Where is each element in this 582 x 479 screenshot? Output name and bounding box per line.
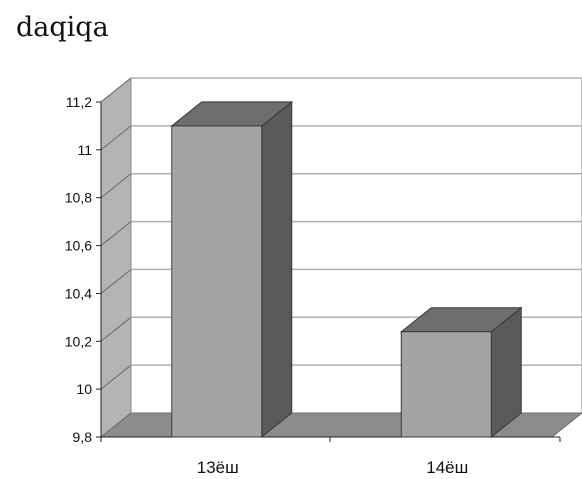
side-gridline — [100, 173, 132, 199]
y-tick-label: 10,6 — [65, 238, 92, 254]
side-gridline — [100, 269, 132, 294]
y-tick-label: 9,8 — [73, 429, 93, 445]
side-gridline — [100, 316, 132, 342]
bar — [171, 125, 263, 438]
y-tick-label: 10,4 — [65, 285, 92, 301]
x-tick-label: 14ёш — [426, 458, 468, 477]
y-tick-label: 10,8 — [65, 190, 92, 206]
side-gridline — [100, 77, 132, 103]
unit-label: daqiqa — [16, 12, 109, 43]
y-tick-label: 10 — [76, 381, 92, 397]
x-tick-label: 13ёш — [197, 458, 239, 477]
side-gridline — [100, 221, 132, 246]
side-wall — [100, 76, 132, 439]
y-tick-label: 11 — [77, 142, 92, 158]
bar — [400, 331, 492, 438]
side-gridline — [100, 125, 132, 151]
y-tick-label: 11,2 — [66, 94, 92, 110]
y-tick-label: 10,2 — [65, 333, 92, 349]
side-gridline — [100, 364, 132, 390]
bar-side — [261, 100, 293, 439]
